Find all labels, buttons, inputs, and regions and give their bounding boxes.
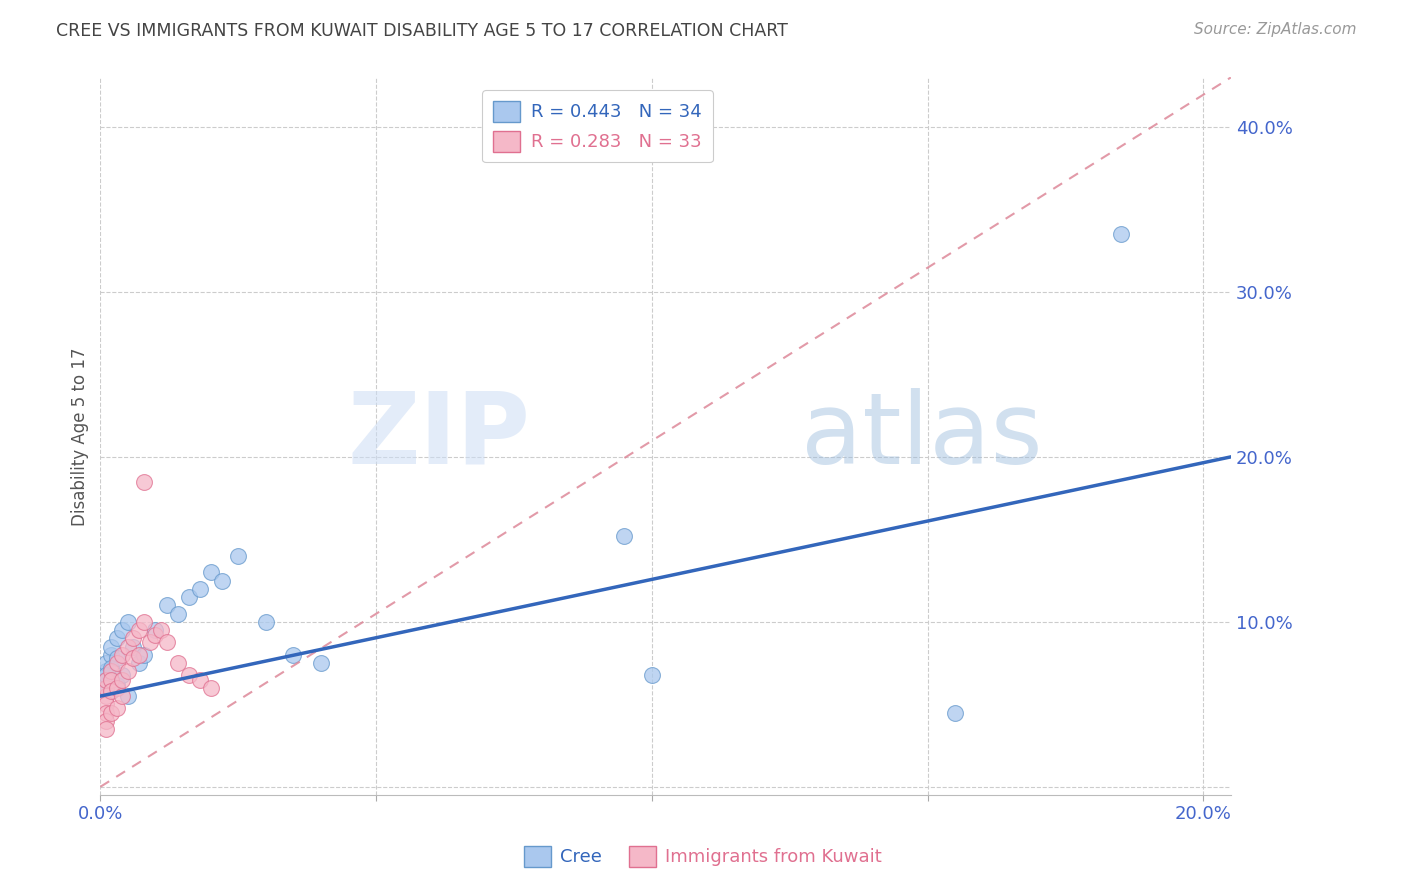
Point [134,475,156,489]
Point [111,623,134,637]
Point [100,665,122,679]
Point [150,623,173,637]
Point [117,640,139,654]
Point [94,722,117,736]
Point [122,651,145,665]
Point [94,673,117,687]
Point [105,700,128,714]
Point [166,607,188,621]
Point [111,689,134,703]
Point [94,706,117,720]
Point [105,632,128,646]
Point [94,667,117,681]
Point [641,667,664,681]
Point [117,615,139,629]
Point [188,582,211,596]
Point [111,673,134,687]
Point [111,667,134,681]
Point [100,640,122,654]
Point [122,640,145,654]
Text: ZIP: ZIP [347,388,530,484]
Point [94,714,117,728]
Point [94,673,117,687]
Point [94,656,117,670]
Point [117,689,139,703]
Point [94,698,117,712]
Point [105,651,128,665]
Point [100,661,122,675]
Point [211,574,233,588]
Point [155,599,177,613]
Point [100,706,122,720]
Point [94,665,117,679]
Text: atlas: atlas [801,388,1043,484]
Point [177,667,200,681]
Point [200,566,222,580]
Point [100,648,122,662]
Text: CREE VS IMMIGRANTS FROM KUWAIT DISABILITY AGE 5 TO 17 CORRELATION CHART: CREE VS IMMIGRANTS FROM KUWAIT DISABILIT… [56,22,789,40]
Point [111,648,134,662]
Point [134,648,156,662]
Point [122,632,145,646]
Point [100,684,122,698]
Point [145,628,167,642]
Point [117,665,139,679]
Point [188,673,211,687]
Point [105,656,128,670]
Point [155,634,177,648]
Point [200,681,222,695]
Point [166,656,188,670]
Y-axis label: Disability Age 5 to 17: Disability Age 5 to 17 [72,347,89,525]
Point [100,673,122,687]
Point [177,590,200,604]
Point [226,549,249,563]
Point [145,623,167,637]
Point [128,623,150,637]
Point [94,681,117,695]
Point [94,689,117,703]
Point [943,706,966,720]
Point [128,648,150,662]
Text: Source: ZipAtlas.com: Source: ZipAtlas.com [1194,22,1357,37]
Point [105,681,128,695]
Point [134,615,156,629]
Point [613,529,636,543]
Legend: R = 0.443   N = 34, R = 0.283   N = 33: R = 0.443 N = 34, R = 0.283 N = 33 [482,90,713,162]
Point [139,634,162,648]
Point [105,677,128,691]
Point [100,684,122,698]
Point [309,656,332,670]
Legend: Cree, Immigrants from Kuwait: Cree, Immigrants from Kuwait [517,838,889,874]
Point [94,681,117,695]
Point [128,656,150,670]
Point [283,648,305,662]
Point [1109,227,1132,242]
Point [254,615,277,629]
